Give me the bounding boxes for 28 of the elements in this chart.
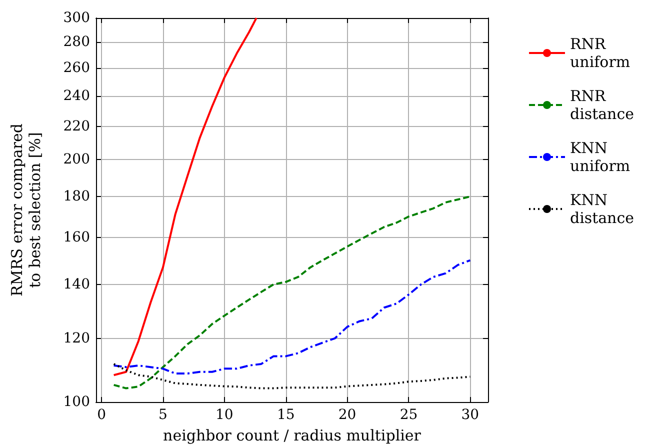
y-tick-label: 240 [63, 88, 90, 104]
y-tick-label: 120 [63, 330, 90, 346]
y-tick-label: 180 [63, 188, 90, 205]
y-tick-label: 160 [63, 230, 90, 246]
x-tick-label: 25 [400, 407, 418, 423]
line-series [112, 196, 472, 390]
line-series [112, 259, 472, 374]
y-tick-label: 260 [63, 60, 90, 76]
legend-label: RNR distance [570, 87, 634, 123]
legend-label: KNN uniform [570, 139, 630, 175]
y-tick-label: 100 [63, 394, 90, 410]
legend-label: KNN distance [570, 191, 634, 227]
y-axis-title: RMRS error compared to best selection [%] [8, 123, 44, 297]
y-tick-label: 300 [63, 10, 90, 26]
y-tick-label: 220 [63, 118, 90, 134]
y-tick-label: 140 [63, 276, 90, 292]
x-axis-title: neighbor count / radius multiplier [163, 426, 422, 444]
x-tick-label: 20 [338, 407, 356, 423]
x-tick-label: 10 [216, 407, 234, 423]
y-tick-label: 280 [63, 34, 90, 50]
x-tick-label: 0 [97, 407, 106, 423]
y-tick-label: 200 [63, 152, 90, 168]
x-tick-label: 15 [276, 407, 295, 423]
x-tick-label: 5 [158, 407, 168, 423]
line-series [112, 17, 258, 376]
x-tick-label: 30 [461, 407, 480, 423]
legend-label: RNR uniform [570, 35, 630, 71]
line-series [112, 362, 472, 390]
